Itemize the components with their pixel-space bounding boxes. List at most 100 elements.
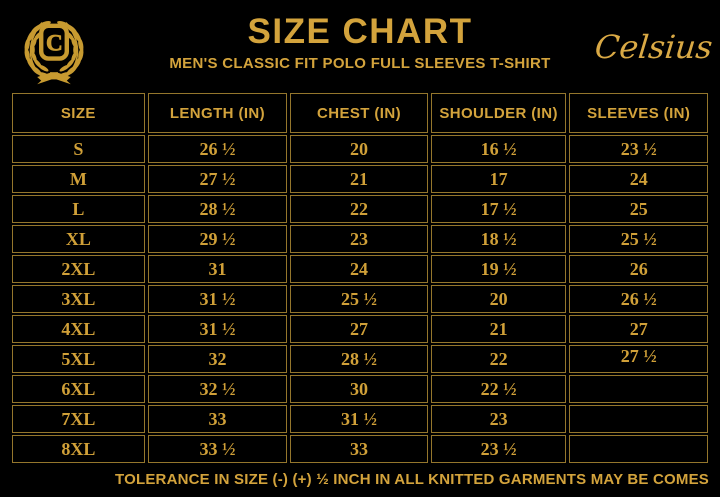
- measurement-cell: 29 ½: [147, 225, 288, 253]
- measurement-cell: 31 ½: [147, 285, 288, 313]
- size-label-cell: 2XL: [12, 255, 145, 283]
- measurement-cell: 33: [290, 435, 428, 463]
- measurement-cell: 26 ½: [147, 135, 288, 163]
- cell-value: L: [72, 199, 85, 219]
- cell-value: 18 ½: [480, 229, 517, 249]
- measurement-cell: 21: [430, 315, 567, 343]
- measurement-cell: 25 ½: [569, 225, 708, 253]
- size-label-cell: 5XL: [12, 345, 145, 373]
- cell-value: 20: [489, 289, 508, 309]
- cell-value: 23: [350, 229, 368, 249]
- measurement-cell: 23: [290, 225, 428, 253]
- cell-value: 32: [208, 349, 227, 369]
- page-subtitle: MEN'S CLASSIC FIT POLO FULL SLEEVES T-SH…: [169, 55, 551, 72]
- measurement-cell: 24: [290, 255, 428, 283]
- logo-badge: C: [39, 23, 69, 61]
- measurement-cell: 28 ½: [147, 195, 288, 223]
- size-label-cell: S: [12, 135, 145, 163]
- measurement-cell: 23 ½: [430, 435, 567, 463]
- cell-value: 33 ½: [199, 439, 236, 459]
- cell-value: 27 ½: [620, 346, 657, 366]
- cell-value: 28 ½: [341, 349, 377, 369]
- cell-value: 19 ½: [480, 259, 517, 279]
- tolerance-note: TOLERANCE IN SIZE (-) (+) ½ INCH IN ALL …: [115, 471, 709, 488]
- cell-value: 31 ½: [199, 289, 236, 309]
- measurement-cell: [569, 375, 708, 403]
- measurement-cell: 22: [430, 345, 567, 373]
- cell-value: M: [69, 169, 87, 189]
- size-label-cell: M: [12, 165, 145, 193]
- cell-value: 26 ½: [199, 139, 236, 159]
- column-header-shoulder: SHOULDER (IN): [430, 93, 567, 133]
- cell-value: 23 ½: [620, 139, 657, 159]
- measurement-cell: 32 ½: [147, 375, 288, 403]
- cell-value: 24: [629, 169, 648, 189]
- cell-value: 3XL: [61, 289, 96, 309]
- measurement-cell: 21: [290, 165, 428, 193]
- measurement-cell: 27: [569, 315, 708, 343]
- cell-value: 28 ½: [199, 199, 236, 219]
- logo-letter: C: [46, 31, 63, 57]
- size-label-cell: 6XL: [12, 375, 145, 403]
- measurement-cell: 25 ½: [290, 285, 428, 313]
- title-block: SIZE CHART MEN'S CLASSIC FIT POLO FULL S…: [0, 0, 720, 73]
- cell-value: 22 ½: [480, 379, 517, 399]
- cell-value: 26 ½: [620, 289, 657, 309]
- measurement-cell: 18 ½: [430, 225, 567, 253]
- measurement-cell: 33 ½: [147, 435, 288, 463]
- cell-value: 25: [629, 199, 648, 219]
- size-label-cell: L: [12, 195, 145, 223]
- cell-value: 17: [489, 169, 508, 189]
- measurement-cell: 25: [569, 195, 708, 223]
- cell-value: 31 ½: [341, 409, 377, 429]
- cell-value: 29 ½: [199, 229, 236, 249]
- cell-value: 26: [629, 259, 648, 279]
- measurement-cell: 31: [147, 255, 288, 283]
- cell-value: 21: [350, 169, 368, 189]
- cell-value: 24: [350, 259, 368, 279]
- cell-value: 27 ½: [199, 169, 236, 189]
- measurement-cell: 28 ½: [290, 345, 428, 373]
- measurement-cell: 23 ½: [569, 135, 708, 163]
- measurement-cell: 16 ½: [430, 135, 567, 163]
- laurel-ribbon: [37, 72, 71, 85]
- measurement-cell: [569, 405, 708, 433]
- measurement-cell: 19 ½: [430, 255, 567, 283]
- cell-value: 22: [350, 199, 368, 219]
- cell-value: 31: [208, 259, 227, 279]
- measurement-cell: 26: [569, 255, 708, 283]
- cell-value: 21: [489, 319, 508, 339]
- measurement-cell: 22: [290, 195, 428, 223]
- cell-value: 2XL: [61, 259, 96, 279]
- size-label-cell: 4XL: [12, 315, 145, 343]
- measurement-cell: 24: [569, 165, 708, 193]
- cell-value: 16 ½: [480, 139, 517, 159]
- cell-value: 30: [350, 379, 368, 399]
- measurement-cell: 26 ½: [569, 285, 708, 313]
- cell-value: S: [73, 139, 84, 159]
- column-header-length: LENGTH (IN): [147, 93, 288, 133]
- size-label-cell: 8XL: [12, 435, 145, 463]
- measurement-cell: 31 ½: [290, 405, 428, 433]
- cell-value: 22: [489, 349, 508, 369]
- measurement-cell: 32: [147, 345, 288, 373]
- cell-value: 6XL: [61, 379, 96, 399]
- measurement-cell: 27 ½: [147, 165, 288, 193]
- laurel-right-branch: [57, 20, 84, 79]
- cell-value: 33: [208, 409, 227, 429]
- column-header-sleeves: SLEEVES (IN): [569, 93, 708, 133]
- cell-value: 17 ½: [480, 199, 517, 219]
- cell-value: 32 ½: [199, 379, 236, 399]
- size-table: SIZE LENGTH (IN) CHEST (IN) SHOULDER (IN) SL…: [12, 93, 708, 463]
- measurement-cell: 23: [430, 405, 567, 433]
- page-title: SIZE CHART: [247, 12, 473, 51]
- cell-value: 7XL: [61, 409, 96, 429]
- laurel-wreath-icon: C: [24, 20, 84, 85]
- cell-value: 25 ½: [620, 229, 657, 249]
- cell-value: 20: [350, 139, 368, 159]
- measurement-cell: 27 ½: [569, 345, 708, 373]
- column-header-size: SIZE: [12, 93, 145, 133]
- size-label-cell: XL: [12, 225, 145, 253]
- measurement-cell: 20: [290, 135, 428, 163]
